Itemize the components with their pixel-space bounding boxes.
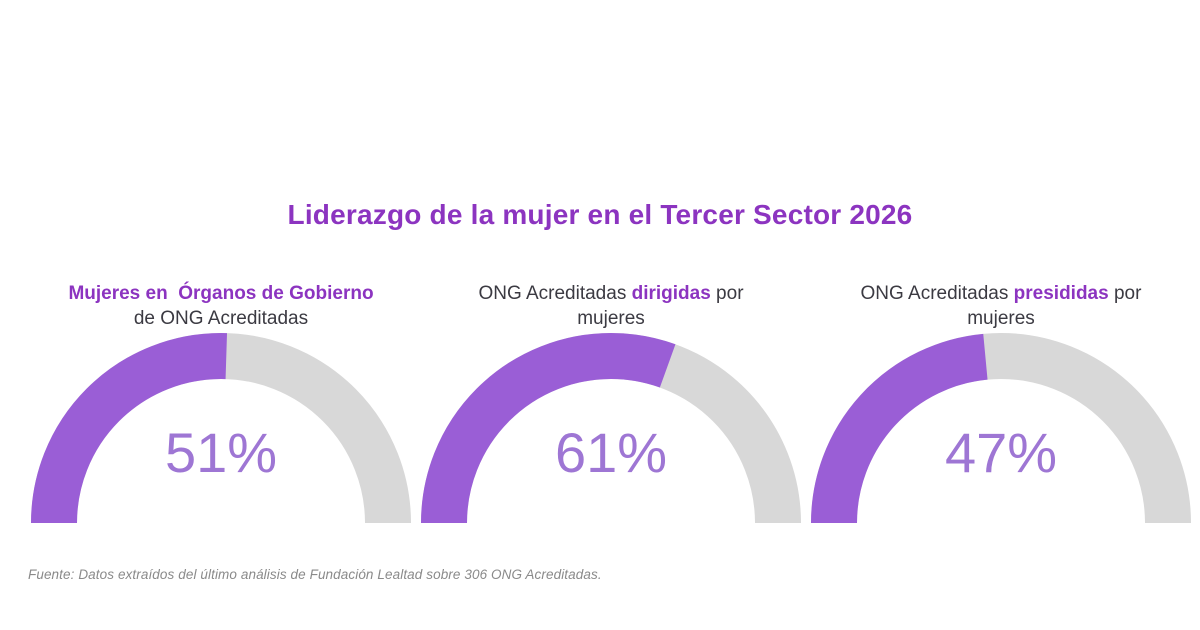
gauge-label-line: ONG Acreditadas dirigidas por: [478, 281, 743, 306]
gauge-label-text: por: [710, 283, 744, 304]
gauge-1: Mujeres en Órganos de Gobierno de ONG Acr…: [30, 281, 412, 524]
gauge-label-line: mujeres: [478, 306, 743, 331]
gauge-arc: 51%: [31, 333, 411, 524]
gauge-label-text: mujeres: [967, 308, 1035, 329]
gauge-3: ONG Acreditadas presididas por mujeres 47%: [810, 281, 1192, 524]
gauge-label: ONG Acreditadas presididas por mujeres: [861, 281, 1142, 331]
gauge-label-text: por: [1108, 283, 1142, 304]
gauge-label-text: mujeres: [577, 308, 645, 329]
gauge-arc-fill: [421, 333, 801, 524]
gauge-label-line: mujeres: [861, 306, 1142, 331]
gauge-arc-fill: [31, 333, 411, 524]
gauge-value: 47%: [945, 421, 1057, 484]
gauge-arc-fill: [811, 333, 1191, 524]
gauge-label: ONG Acreditadas dirigidas por mujeres: [478, 281, 743, 331]
gauge-value: 51%: [165, 421, 277, 484]
gauge-label-line: Mujeres en Órganos de Gobierno: [68, 281, 373, 306]
gauge-label-highlight: dirigidas: [631, 283, 711, 304]
gauge-label: Mujeres en Órganos de Gobierno de ONG Acr…: [68, 281, 373, 331]
gauge-value: 61%: [555, 421, 667, 484]
gauge-label-text: ONG Acreditadas: [478, 283, 632, 304]
gauge-label-text: de ONG Acreditadas: [133, 308, 309, 329]
chart-title: Liderazgo de la mujer en el Tercer Secto…: [287, 199, 913, 230]
gauge-label-line: de ONG Acreditadas: [68, 306, 373, 331]
gauge-2: ONG Acreditadas dirigidas por mujeres 61%: [420, 281, 802, 524]
gauge-arc: 61%: [421, 333, 801, 524]
source-note: Fuente: Datos extraídos del último análi…: [28, 567, 602, 582]
gauge-label-line: ONG Acreditadas presididas por: [861, 281, 1142, 306]
gauge-label-highlight: presididas: [1013, 283, 1109, 304]
gauge-row: Mujeres en Órganos de Gobierno de ONG Acr…: [30, 281, 1192, 524]
gauge-label-highlight: Mujeres en Órganos de Gobierno: [68, 283, 374, 304]
gauge-arc: 47%: [811, 333, 1191, 524]
gauge-label-text: ONG Acreditadas: [860, 283, 1014, 304]
